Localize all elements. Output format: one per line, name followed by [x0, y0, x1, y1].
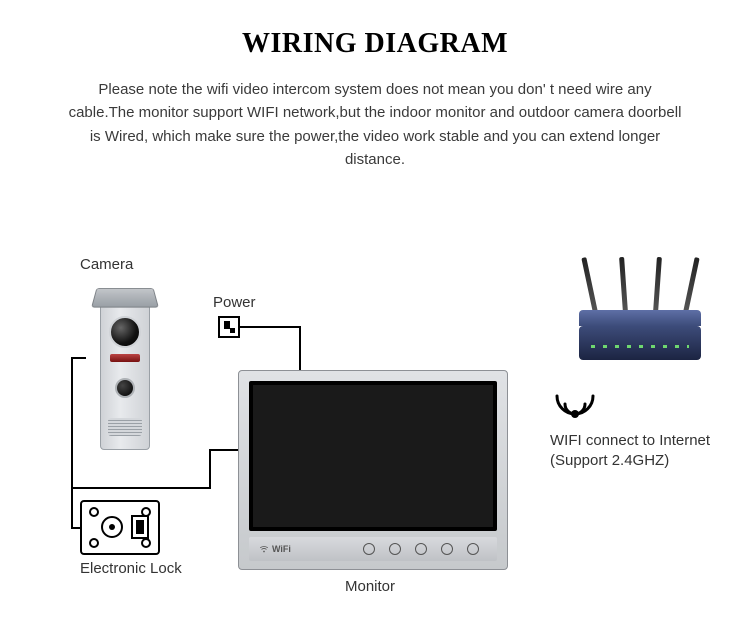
label-monitor: Monitor	[345, 578, 395, 595]
router-led-strip	[591, 345, 689, 348]
router-body	[579, 326, 701, 360]
monitor-device: WiFi	[238, 370, 508, 570]
camera-call-button-icon	[115, 378, 135, 398]
wifi-signal-icon	[550, 380, 600, 420]
label-wifi-line1: WIFI connect to Internet	[550, 432, 710, 449]
monitor-soft-button-icon	[415, 543, 427, 555]
router-device	[565, 255, 715, 360]
label-wifi-line2: (Support 2.4GHZ)	[550, 452, 669, 469]
camera-hood	[91, 288, 159, 308]
camera-lens-icon	[109, 316, 141, 348]
monitor-button-bar: WiFi	[249, 537, 497, 561]
monitor-soft-buttons	[363, 543, 479, 555]
router-antenna-icon	[581, 257, 597, 312]
label-power: Power	[213, 294, 256, 311]
monitor-soft-button-icon	[389, 543, 401, 555]
lock-icon	[80, 500, 160, 555]
diagram-canvas: Camera Power Electronic Lock Monitor WIF…	[0, 0, 750, 632]
label-camera: Camera	[80, 256, 133, 273]
monitor-screen	[249, 381, 497, 531]
label-electronic-lock: Electronic Lock	[80, 560, 182, 577]
camera-led-strip	[110, 354, 140, 362]
router-antenna-icon	[653, 257, 662, 312]
monitor-soft-button-icon	[363, 543, 375, 555]
monitor-wifi-label: WiFi	[259, 544, 291, 554]
camera-device	[90, 280, 160, 450]
monitor-soft-button-icon	[467, 543, 479, 555]
router-antenna-icon	[619, 257, 628, 312]
router-antenna-icon	[683, 257, 699, 312]
power-plug-icon	[218, 316, 240, 338]
monitor-soft-button-icon	[441, 543, 453, 555]
monitor-wifi-text: WiFi	[272, 544, 291, 554]
electronic-lock-device	[80, 500, 160, 555]
router-top	[579, 310, 701, 326]
camera-speaker-grille	[108, 418, 142, 436]
wifi-small-icon	[259, 544, 269, 554]
